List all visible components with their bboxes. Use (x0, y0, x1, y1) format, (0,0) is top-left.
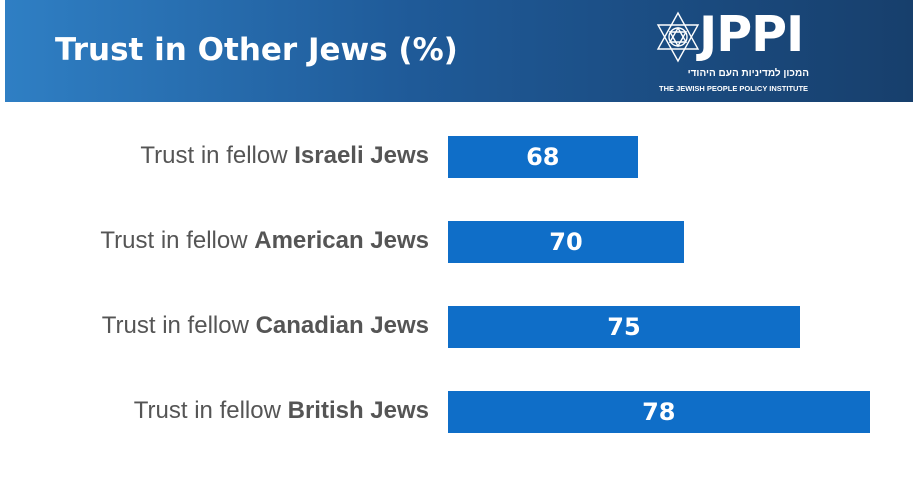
bar (448, 221, 684, 263)
logo-english-text: THE JEWISH PEOPLE POLICY INSTITUTE (659, 84, 809, 93)
chart-title: Trust in Other Jews (%) (55, 32, 458, 68)
bar-chart: Trust in fellow Israeli Jews 68 Trust in f… (0, 102, 913, 486)
logo-hebrew-text: המכון למדיניות העם היהודי (687, 68, 809, 79)
bar-value-label: 75 (607, 313, 641, 341)
category-label-bold: British Jews (287, 397, 429, 424)
category-label: Trust in fellow Israeli Jews (9, 142, 429, 170)
bar (448, 391, 870, 433)
category-label-bold: American Jews (254, 227, 429, 254)
category-label-prefix: Trust in fellow (133, 397, 288, 424)
category-label-prefix: Trust in fellow (101, 312, 256, 339)
category-label: Trust in fellow Canadian Jews (9, 312, 429, 340)
category-label-prefix: Trust in fellow (100, 227, 255, 254)
logo-wordmark: JPPI (699, 6, 804, 63)
category-label: Trust in fellow American Jews (9, 227, 429, 255)
bar-value-label: 70 (549, 228, 583, 256)
jppi-logo: JPPI המכון למדיניות העם היהודי THE JEWIS… (655, 6, 815, 96)
bar (448, 306, 800, 348)
bar-value-label: 68 (526, 143, 560, 171)
star-of-david-icon (656, 11, 700, 63)
category-label-bold: Canadian Jews (255, 312, 429, 339)
category-label: Trust in fellow British Jews (9, 397, 429, 425)
bar-value-label: 78 (642, 398, 676, 426)
header-banner: Trust in Other Jews (%) JPPI המכון למדינ… (5, 0, 913, 102)
category-label-bold: Israeli Jews (294, 142, 429, 169)
bar (448, 136, 638, 178)
category-label-prefix: Trust in fellow (140, 142, 295, 169)
